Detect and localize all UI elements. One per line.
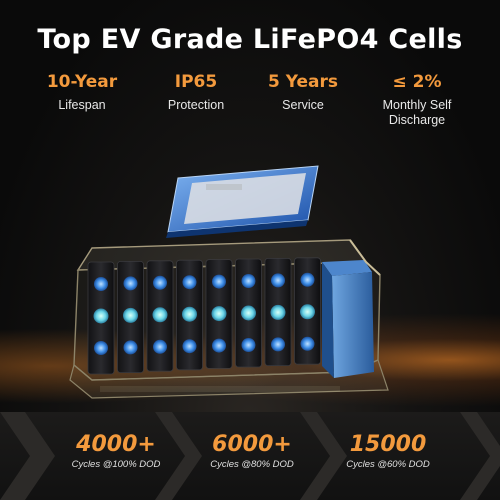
stat-cycles-80: 6000+ Cycles @80% DOD (182, 432, 322, 470)
feature-self-discharge: ≤ 2% Monthly Self Discharge (357, 72, 477, 128)
cell-terminal (123, 276, 138, 291)
cell-terminal (212, 338, 226, 353)
feature-label: Lifespan (58, 98, 106, 112)
cell-terminal (182, 306, 197, 322)
feature-value: 10-Year (46, 72, 118, 92)
stat-number: 6000+ (212, 432, 292, 457)
stat-caption: Cycles @60% DOD (346, 459, 430, 470)
battery-cell (146, 260, 174, 372)
cell-terminal (93, 308, 109, 324)
feature-value: 5 Years (267, 72, 338, 92)
battery-cell (294, 257, 321, 365)
cell-terminal (271, 273, 285, 288)
feature-protection: IP65 Protection (136, 72, 256, 113)
bms-board (166, 165, 319, 238)
feature-row: 10-Year Lifespan IP65 Protection 5 Years… (0, 72, 500, 132)
feature-label: Monthly Self Discharge (382, 98, 452, 127)
feature-value: ≤ 2% (392, 72, 442, 92)
stat-number: 4000+ (76, 432, 156, 457)
stat-cycles-60: 15000 Cycles @60% DOD (318, 432, 458, 470)
chevron-arrows-icon (0, 412, 500, 500)
cell-terminal (241, 338, 256, 352)
cell-terminal (94, 277, 108, 291)
cell-terminal (270, 304, 286, 320)
battery-cell (87, 261, 115, 375)
cell-terminal (123, 307, 138, 323)
battery-cell (205, 259, 233, 369)
cell-terminal (182, 339, 197, 354)
cell-terminal (152, 307, 168, 323)
side-cell (322, 260, 374, 378)
battery-cell (176, 259, 203, 371)
stat-caption: Cycles @80% DOD (210, 459, 294, 470)
stat-cycles-100: 4000+ Cycles @100% DOD (46, 432, 186, 470)
cell-terminal (211, 306, 227, 322)
battery-cell (264, 257, 292, 366)
cell-terminal (300, 336, 315, 351)
page-title: Top EV Grade LiFePO4 Cells (37, 24, 463, 55)
feature-service: 5 Years Service (243, 72, 363, 113)
cell-terminal (123, 340, 138, 355)
battery-cell (117, 260, 144, 373)
feature-label: Protection (167, 98, 225, 112)
stat-caption: Cycles @100% DOD (71, 459, 161, 470)
battery-cell (235, 258, 262, 368)
cell-terminal (241, 274, 256, 288)
cell-terminal (241, 305, 256, 321)
cell-terminal (182, 275, 197, 290)
stats-banner: 4000+ Cycles @100% DOD 6000+ Cycles @80%… (0, 412, 500, 500)
stat-number: 15000 (349, 432, 427, 457)
cell-terminal (94, 341, 108, 355)
cell-array (87, 257, 321, 375)
feature-label: Service (282, 98, 324, 112)
feature-value: IP65 (174, 72, 218, 92)
case-rim (349, 239, 381, 276)
cell-terminal (212, 274, 226, 289)
cell-terminal (271, 337, 285, 352)
cell-terminal (153, 339, 167, 354)
cell-terminal (300, 272, 315, 287)
feature-lifespan: 10-Year Lifespan (22, 72, 142, 113)
cell-terminal (300, 304, 315, 320)
cell-terminal (153, 275, 167, 290)
